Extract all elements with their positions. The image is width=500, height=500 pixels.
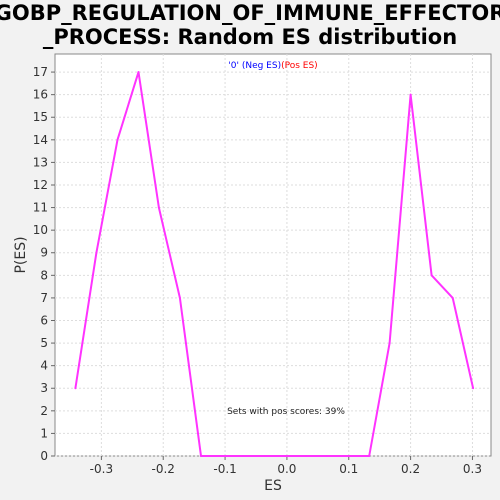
data-point bbox=[347, 455, 350, 457]
data-point bbox=[263, 455, 266, 457]
y-tick-label: 11 bbox=[33, 201, 48, 215]
x-tick-label: -0.2 bbox=[152, 462, 175, 476]
y-tick-label: 6 bbox=[40, 313, 48, 327]
plot-area bbox=[54, 53, 492, 457]
x-axis-label: ES bbox=[264, 478, 282, 494]
data-point bbox=[368, 455, 371, 457]
data-point bbox=[409, 93, 412, 96]
legend: '0' (Neg ES)(Pos ES) bbox=[228, 61, 317, 71]
data-point bbox=[137, 71, 140, 74]
y-tick-label: 15 bbox=[33, 110, 48, 124]
data-point bbox=[451, 296, 454, 299]
y-tick-label: 16 bbox=[33, 88, 48, 102]
y-tick-label: 12 bbox=[33, 178, 48, 192]
grid bbox=[55, 54, 491, 457]
y-tick-label: 13 bbox=[33, 155, 48, 169]
y-tick-label: 4 bbox=[40, 359, 48, 373]
legend-entry-pos: (Pos ES) bbox=[281, 61, 318, 71]
data-point bbox=[74, 387, 77, 390]
x-tick-label: -0.1 bbox=[213, 462, 236, 476]
x-tick-label: 0.3 bbox=[463, 462, 482, 476]
x-tick-label: -0.3 bbox=[90, 462, 113, 476]
y-tick-label: 9 bbox=[40, 246, 48, 260]
data-point bbox=[242, 455, 245, 457]
y-tick-label: 14 bbox=[33, 133, 48, 147]
data-point bbox=[220, 455, 223, 457]
data-point bbox=[430, 274, 433, 277]
data-point bbox=[157, 206, 160, 209]
x-tick-label: 0.2 bbox=[401, 462, 420, 476]
series-line bbox=[74, 71, 475, 457]
data-point bbox=[472, 387, 475, 390]
y-tick-label: 5 bbox=[40, 336, 48, 350]
data-point bbox=[305, 455, 308, 457]
y-tick-label: 17 bbox=[33, 65, 48, 79]
x-tick-label: 0.0 bbox=[277, 462, 296, 476]
y-axis-label: P(ES) bbox=[13, 236, 29, 273]
data-point bbox=[199, 455, 202, 457]
chart-title-line-1: GOBP_REGULATION_OF_IMMUNE_EFFECTOR bbox=[0, 1, 500, 25]
x-tick-label: 0.1 bbox=[339, 462, 358, 476]
y-tick-label: 10 bbox=[33, 223, 48, 237]
data-point bbox=[95, 251, 98, 254]
pos-scores-annotation: Sets with pos scores: 39% bbox=[227, 407, 345, 417]
data-point bbox=[388, 342, 391, 345]
y-tick-label: 2 bbox=[40, 404, 48, 418]
data-point bbox=[178, 296, 181, 299]
legend-entry-neg: '0' (Neg ES) bbox=[228, 61, 281, 71]
y-tick-label: 7 bbox=[40, 291, 48, 305]
y-tick-label: 8 bbox=[40, 268, 48, 282]
chart-title-line-2: _PROCESS: Random ES distribution bbox=[43, 25, 457, 49]
data-point bbox=[116, 138, 119, 141]
series-layer bbox=[74, 71, 475, 457]
y-tick-label: 1 bbox=[40, 426, 48, 440]
y-tick-label: 0 bbox=[40, 449, 48, 463]
data-point bbox=[284, 455, 287, 457]
data-point bbox=[326, 455, 329, 457]
y-tick-label: 3 bbox=[40, 381, 48, 395]
